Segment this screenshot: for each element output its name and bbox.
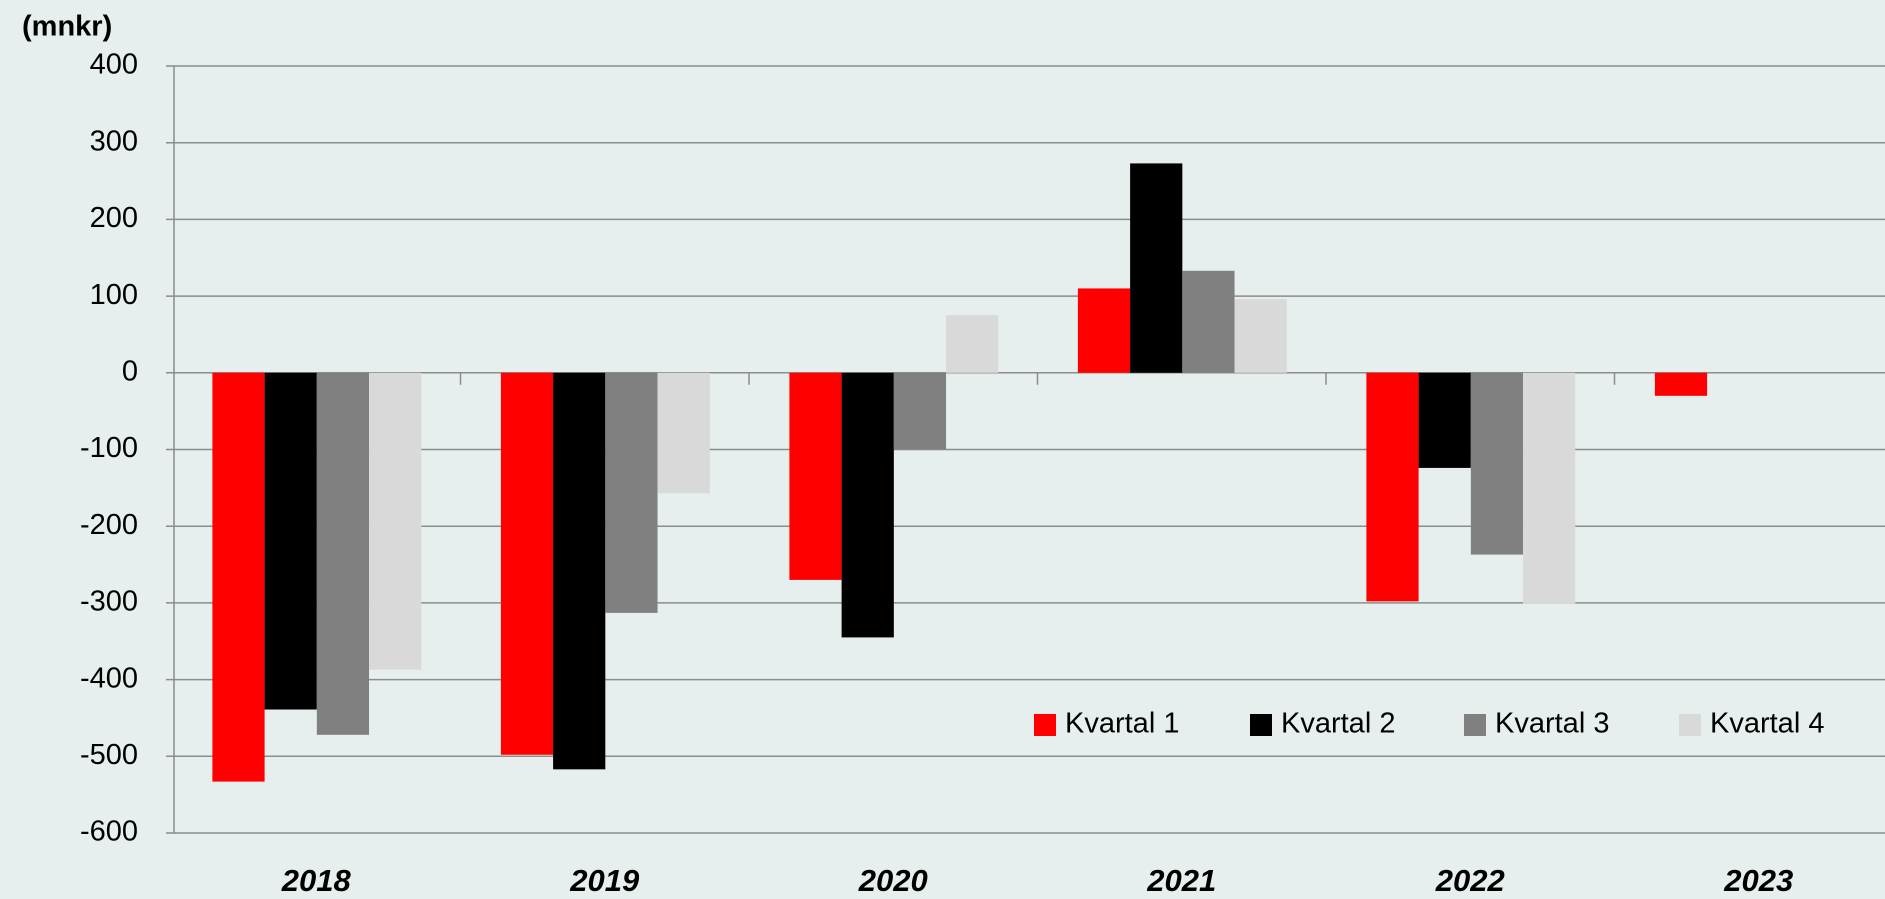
bar — [553, 372, 606, 770]
bar — [1418, 372, 1471, 468]
y-tick-label: -300 — [80, 586, 138, 618]
legend-label: Kvartal 1 — [1065, 708, 1179, 740]
y-tick-label: -100 — [80, 432, 138, 464]
bar — [369, 372, 422, 670]
y-tick-label: 100 — [90, 279, 138, 311]
x-tick-label: 2022 — [1435, 863, 1505, 898]
bar — [212, 372, 265, 782]
y-axis-label: (mnkr) — [22, 11, 112, 43]
legend-swatch — [1464, 714, 1486, 736]
x-tick-label: 2023 — [1723, 863, 1793, 898]
bar — [316, 372, 370, 735]
x-tick-label: 2020 — [858, 863, 928, 898]
bar — [1523, 372, 1576, 604]
bar — [605, 372, 658, 613]
bar — [1366, 372, 1419, 602]
legend-swatch — [1250, 714, 1272, 736]
bar — [1130, 163, 1183, 373]
y-tick-label: 0 — [122, 355, 138, 387]
legend-label: Kvartal 4 — [1710, 708, 1824, 740]
bar — [789, 372, 842, 580]
y-tick-label: 400 — [90, 49, 138, 81]
y-tick-label: 300 — [90, 125, 138, 157]
x-tick-label: 2021 — [1146, 863, 1216, 898]
legend-swatch — [1679, 714, 1701, 736]
bar — [841, 372, 894, 638]
bar — [1654, 372, 1708, 396]
bar — [500, 372, 554, 755]
legend-label: Kvartal 2 — [1281, 708, 1395, 740]
y-tick-label: 200 — [90, 202, 138, 234]
bar — [657, 372, 710, 494]
y-tick-label: -400 — [80, 662, 138, 694]
legend-label: Kvartal 3 — [1495, 708, 1609, 740]
bar — [893, 372, 947, 450]
bar — [1234, 299, 1287, 373]
x-tick-label: 2019 — [569, 863, 640, 898]
bar — [1077, 288, 1131, 373]
y-tick-label: -200 — [80, 509, 138, 541]
bar — [946, 315, 999, 373]
bar — [1182, 270, 1235, 373]
y-tick-label: -500 — [80, 739, 138, 771]
x-tick-label: 2018 — [281, 863, 352, 898]
y-tick-label: -600 — [80, 816, 138, 848]
bar — [264, 372, 317, 710]
bar — [1470, 372, 1524, 555]
legend-swatch — [1034, 714, 1056, 736]
